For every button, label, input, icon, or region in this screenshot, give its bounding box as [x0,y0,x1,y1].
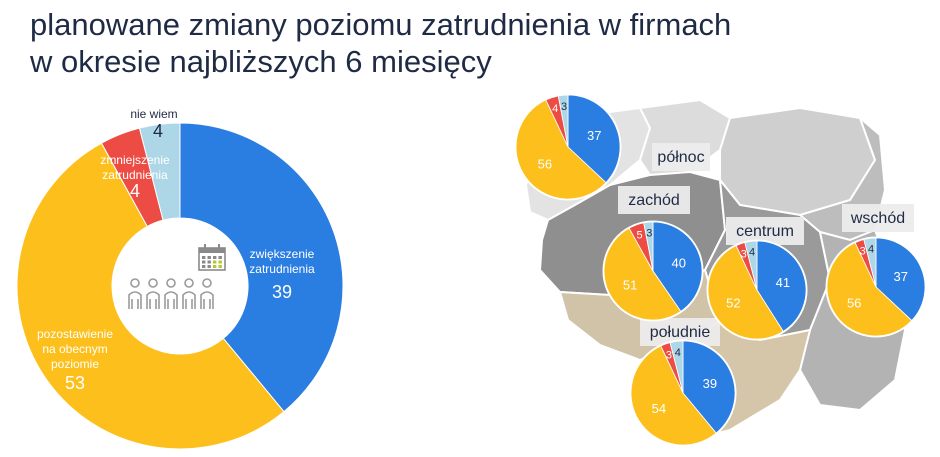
pie-value-keep: 54 [652,401,666,416]
pie-value-keep: 51 [623,278,637,293]
label-increase: zwiększenie zatrudnienia [249,247,315,276]
pie-value-decrease: 3 [860,246,866,258]
region-name: wschód [850,210,905,227]
region-pie-1: 40 51 5 3 [602,220,704,322]
pie-slice-dont_know [557,94,569,148]
pie-value-increase: 37 [587,128,601,143]
donut-slice-increase [179,122,344,413]
donut-slice-keep [16,142,285,450]
region-label-0: północ [652,143,710,171]
pie-value-decrease: 5 [637,230,643,242]
label-keep: pozostawienie na obecnym poziomie [37,327,113,371]
pie-slice-dont_know [669,340,684,394]
pie-value-decrease: 3 [741,249,747,261]
region-name: północ [657,149,704,166]
label-dont-know: nie wiem [130,107,177,121]
pie-value-dont_know: 4 [749,247,755,259]
title-line-2: w okresie najbliższych 6 miesięcy [30,44,492,79]
pie-value-keep: 52 [726,295,740,310]
region-label-1: zachód [618,186,690,214]
pie-value-keep: 56 [538,156,552,171]
region-name: zachód [628,192,680,209]
pie-value-dont_know: 3 [646,227,652,239]
pie-slice-increase [567,94,621,184]
region-name: południe [650,324,711,341]
pie-slice-increase [875,237,926,322]
value-decrease: 4 [130,181,140,201]
region-pie-3: 37 56 3 4 [825,236,927,338]
pie-slice-keep [707,245,784,340]
people-icon [128,278,214,309]
value-keep: 53 [65,373,85,393]
donut-slice-dont_know [138,122,181,221]
title-line-1: planowane zmiany poziomu zatrudnienia w … [30,7,732,42]
value-increase: 39 [272,282,292,302]
region-pie-0: 37 56 4 3 [514,93,622,201]
pie-value-decrease: 4 [552,103,558,115]
region-pie-2: 41 52 3 4 [706,239,808,341]
region-label-3: wschód [842,204,914,232]
calendar-icon [198,244,226,271]
value-dont-know: 4 [153,121,163,141]
pie-slice-dont_know [744,240,758,291]
pie-slice-keep [630,345,717,446]
pie-slice-increase [682,340,736,434]
pie-value-increase: 37 [893,269,907,284]
pie-value-dont_know: 4 [675,347,681,359]
pie-slice-keep [515,99,607,200]
pie-slice-keep [603,227,682,321]
pie-value-increase: 39 [703,376,717,391]
pie-value-keep: 56 [847,295,861,310]
pie-slice-dont_know [643,221,654,272]
pie-value-increase: 40 [672,255,686,270]
pie-slice-increase [652,221,703,312]
region-pie-4: 39 54 3 4 [629,339,737,447]
pie-value-dont_know: 4 [868,244,874,256]
page-title: planowane zmiany poziomu zatrudnienia w … [30,6,910,80]
region-name: centrum [736,223,794,240]
pie-slice-keep [826,242,913,337]
label-decrease: zmniejszenie zatrudnienia [100,153,170,182]
pie-value-dont_know: 3 [561,101,567,113]
pie-value-decrease: 3 [666,349,672,361]
pie-value-increase: 41 [776,275,790,290]
pie-slice-dont_know [863,237,877,288]
